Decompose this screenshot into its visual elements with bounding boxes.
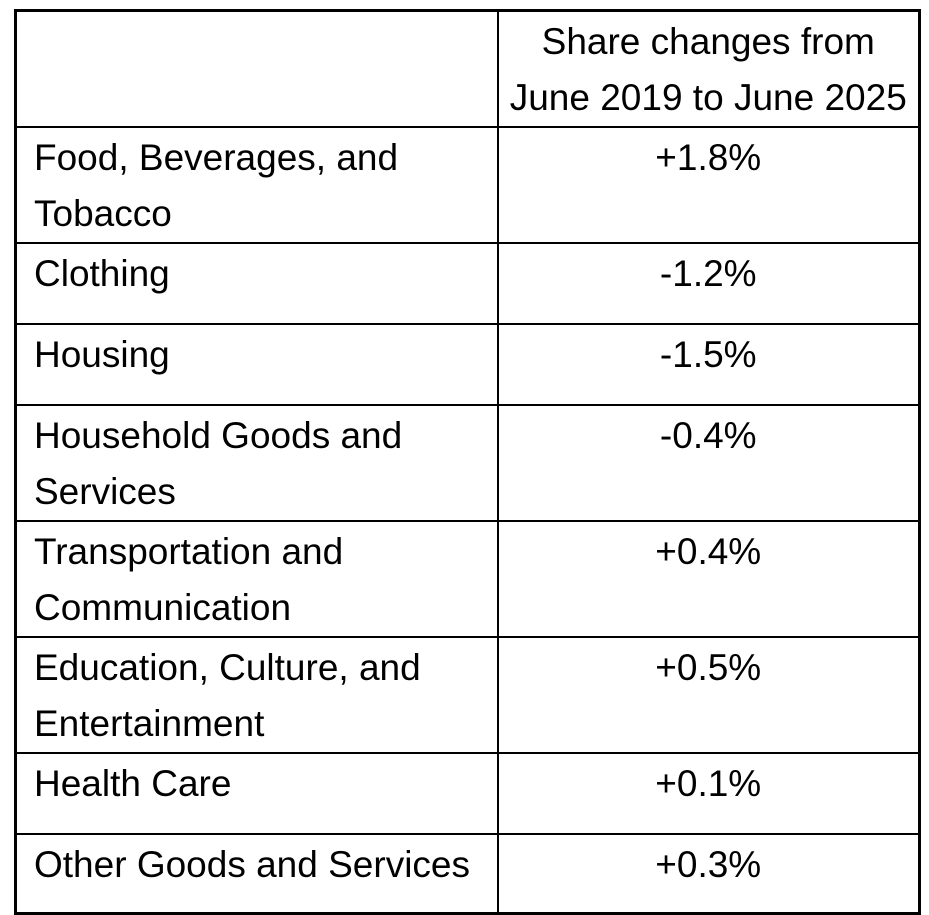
value-header-cell: Share changes from June 2019 to June 202… [496,9,921,128]
category-cell: Household Goods and Services [14,404,499,522]
table-row: Housing -1.5% [14,323,921,406]
table-row: Education, Culture, and Entertainment +0… [14,636,921,754]
category-header-cell [14,9,499,128]
value-cell: -1.5% [496,323,921,406]
table-row: Other Goods and Services +0.3% [14,833,921,914]
category-cell: Education, Culture, and Entertainment [14,636,499,754]
table-row: Food, Beverages, and Tobacco +1.8% [14,126,921,244]
table-row: Household Goods and Services -0.4% [14,404,921,522]
category-cell: Health Care [14,752,499,835]
value-cell: +1.8% [496,126,921,244]
category-cell: Transportation and Communication [14,520,499,638]
share-changes-table: Share changes from June 2019 to June 202… [14,9,921,915]
table-row: Clothing -1.2% [14,242,921,325]
category-cell: Food, Beverages, and Tobacco [14,126,499,244]
category-cell: Housing [14,323,499,406]
category-cell: Other Goods and Services [14,833,499,914]
value-cell: -1.2% [496,242,921,325]
value-cell: +0.5% [496,636,921,754]
table-row: Transportation and Communication +0.4% [14,520,921,638]
value-cell: -0.4% [496,404,921,522]
value-cell: +0.3% [496,833,921,914]
table-row: Health Care +0.1% [14,752,921,835]
value-cell: +0.4% [496,520,921,638]
category-cell: Clothing [14,242,499,325]
table-header-row: Share changes from June 2019 to June 202… [14,9,921,128]
value-cell: +0.1% [496,752,921,835]
